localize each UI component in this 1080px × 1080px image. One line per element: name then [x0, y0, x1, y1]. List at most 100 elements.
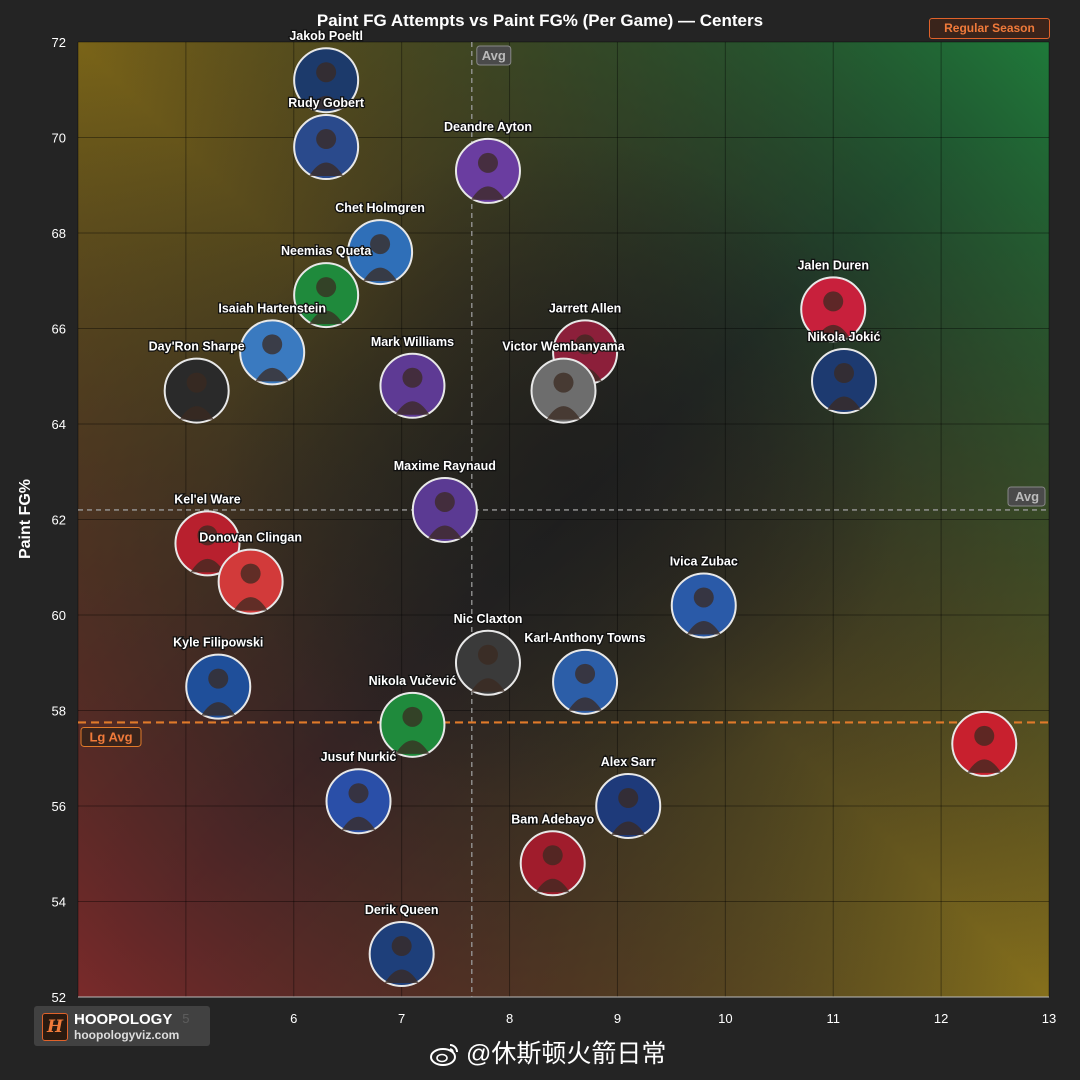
player-head-icon	[370, 234, 391, 255]
grid	[77, 41, 1050, 998]
player-point: Ivica Zubac	[668, 553, 739, 639]
player-body-icon	[309, 162, 344, 177]
player-body-icon	[611, 821, 646, 835]
player-head-icon	[197, 525, 218, 546]
logo-url: hoopologyviz.com	[74, 1028, 180, 1042]
player-label: Chet Holmgren	[335, 201, 425, 215]
player-head-icon	[575, 334, 596, 355]
player-head-icon	[186, 372, 207, 393]
x-tick-label: 10	[718, 1011, 732, 1026]
player-label: Rudy Gobert	[288, 96, 365, 110]
player-body-icon	[233, 597, 268, 611]
player-body-icon	[179, 406, 214, 420]
player-body-icon	[309, 310, 344, 325]
player-point: Jusuf Nurkić	[319, 749, 398, 835]
player-body-icon	[201, 702, 236, 716]
y-axis-label: Paint FG%	[17, 479, 34, 560]
player-label: Victor Wembanyama	[502, 340, 626, 354]
player-point: Bam Adebayo	[510, 811, 596, 897]
player-label: Jakob Poeltl	[289, 29, 363, 43]
player-body-icon	[395, 401, 430, 415]
player-point: Rudy Gobert	[287, 95, 366, 181]
player-point: Deandre Ayton	[443, 119, 533, 204]
player-point: Isaiah Hartenstein	[217, 300, 327, 386]
chart-title: Paint FG Attempts vs Paint FG% (Per Game…	[316, 11, 764, 30]
player-label: Jalen Duren	[797, 258, 869, 272]
hoopology-logo: H HOOPOLOGY hoopologyviz.com	[34, 1006, 210, 1046]
player-label: Derik Queen	[365, 903, 439, 917]
player-body-icon	[384, 969, 419, 984]
player-label: Nic Claxton	[454, 612, 523, 626]
player-label: Maxime Raynaud	[394, 459, 496, 473]
y-tick-label: 68	[52, 226, 66, 241]
player-head-icon	[542, 845, 563, 866]
player-body-icon	[827, 396, 862, 411]
y-tick-label: 60	[52, 608, 66, 623]
player-head-icon	[316, 62, 337, 83]
player-head-icon	[402, 367, 423, 388]
player-point: Maxime Raynaud	[393, 458, 497, 543]
player-point: Donovan Clingan	[198, 529, 303, 615]
weibo-icon	[430, 1044, 458, 1066]
player-point: Chet Holmgren	[334, 200, 426, 286]
player-point: Kel'el Ware	[173, 491, 242, 577]
league-avg-label: Lg Avg	[89, 729, 132, 744]
player-label: Alex Sarr	[601, 755, 656, 769]
player-head-icon	[823, 291, 844, 312]
player-head-icon	[553, 372, 574, 393]
player-point: Kyle Filipowski	[172, 634, 265, 720]
y-tick-label: 72	[52, 35, 66, 50]
player-point: Alex Sarr	[595, 754, 662, 839]
x-tick-label: 6	[290, 1011, 297, 1026]
player-body-icon	[190, 558, 225, 573]
logo-name: HOOPOLOGY	[74, 1011, 173, 1028]
avg-label-y: Avg	[1015, 489, 1039, 504]
player-head-icon	[391, 936, 412, 957]
player-body-icon	[470, 186, 505, 200]
player-head-icon	[477, 644, 498, 665]
player-head-icon	[618, 788, 639, 808]
x-tick-label: 12	[934, 1011, 948, 1026]
avg-label-x: Avg	[482, 48, 506, 63]
player-label: Kel'el Ware	[174, 492, 240, 506]
player-label: Karl-Anthony Towns	[524, 631, 645, 645]
player-head-icon	[262, 334, 283, 355]
player-head-icon	[402, 706, 423, 727]
player-head-icon	[434, 491, 455, 512]
player-point: Derik Queen	[364, 902, 440, 988]
player-label: Isaiah Hartenstein	[218, 301, 326, 315]
player-label: Neemias Queta	[281, 244, 372, 258]
x-tick-label: 11	[826, 1011, 840, 1026]
player-point: Jalen Duren	[796, 257, 870, 343]
player-body-icon	[546, 406, 581, 420]
player-body-icon	[255, 367, 290, 382]
watermark-text: @休斯顿火箭日常	[466, 1040, 667, 1068]
player-body-icon	[363, 267, 398, 282]
x-tick-label: 8	[506, 1011, 513, 1026]
player-label: Day'Ron Sharpe	[149, 340, 245, 354]
player-point	[951, 710, 1018, 777]
player-label: Jarrett Allen	[549, 301, 621, 315]
avg-label-box-y	[1007, 486, 1046, 507]
player-point: Victor Wembanyama	[501, 338, 627, 424]
player-body-icon	[341, 816, 376, 831]
player-point: Nic Claxton	[452, 611, 524, 696]
player-head-icon	[348, 783, 369, 804]
y-tick-label: 62	[52, 513, 66, 528]
player-head-icon	[477, 152, 498, 173]
season-badge[interactable]: Regular Season	[929, 18, 1050, 39]
player-head-icon	[316, 129, 337, 150]
x-tick-label: 7	[398, 1011, 405, 1026]
y-tick-label: 58	[52, 704, 66, 719]
player-head-icon	[974, 725, 995, 746]
avg-label-box-x	[476, 45, 512, 66]
player-body-icon	[309, 95, 344, 110]
player-body-icon	[686, 620, 721, 635]
logo-mark-icon: H	[42, 1013, 68, 1041]
player-label: Ivica Zubac	[670, 554, 738, 568]
player-point: Jakob Poeltl	[288, 28, 364, 114]
y-tick-label: 70	[52, 131, 66, 146]
player-label: Bam Adebayo	[511, 812, 594, 826]
